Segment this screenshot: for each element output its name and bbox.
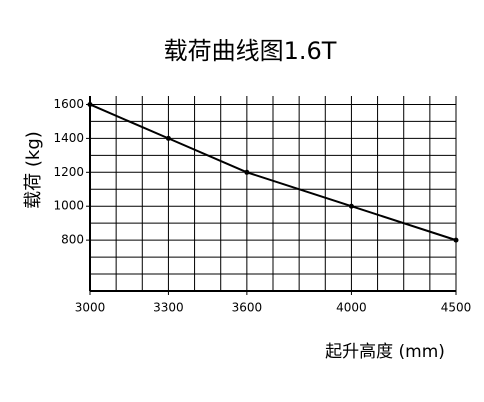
data-point	[87, 101, 93, 107]
data-point	[244, 169, 250, 175]
x-tick-label: 3600	[232, 301, 263, 315]
y-axis-label: 载荷 (kg)	[23, 131, 44, 209]
data-point	[453, 237, 459, 243]
y-tick-label: 1600	[53, 97, 84, 111]
x-axis-label: 起升高度 (mm)	[325, 342, 445, 362]
y-tick-label: 1000	[53, 199, 84, 213]
y-tick-label: 1200	[53, 165, 84, 179]
y-tick-label: 800	[61, 233, 84, 247]
x-tick-label: 3300	[153, 301, 184, 315]
x-tick-label: 3000	[75, 301, 106, 315]
chart-title: 载荷曲线图1.6T	[164, 37, 337, 65]
x-tick-label: 4500	[441, 301, 472, 315]
y-tick-label: 1400	[53, 131, 84, 145]
x-tick-label: 4000	[336, 301, 367, 315]
data-point	[348, 203, 354, 209]
data-point	[165, 135, 171, 141]
